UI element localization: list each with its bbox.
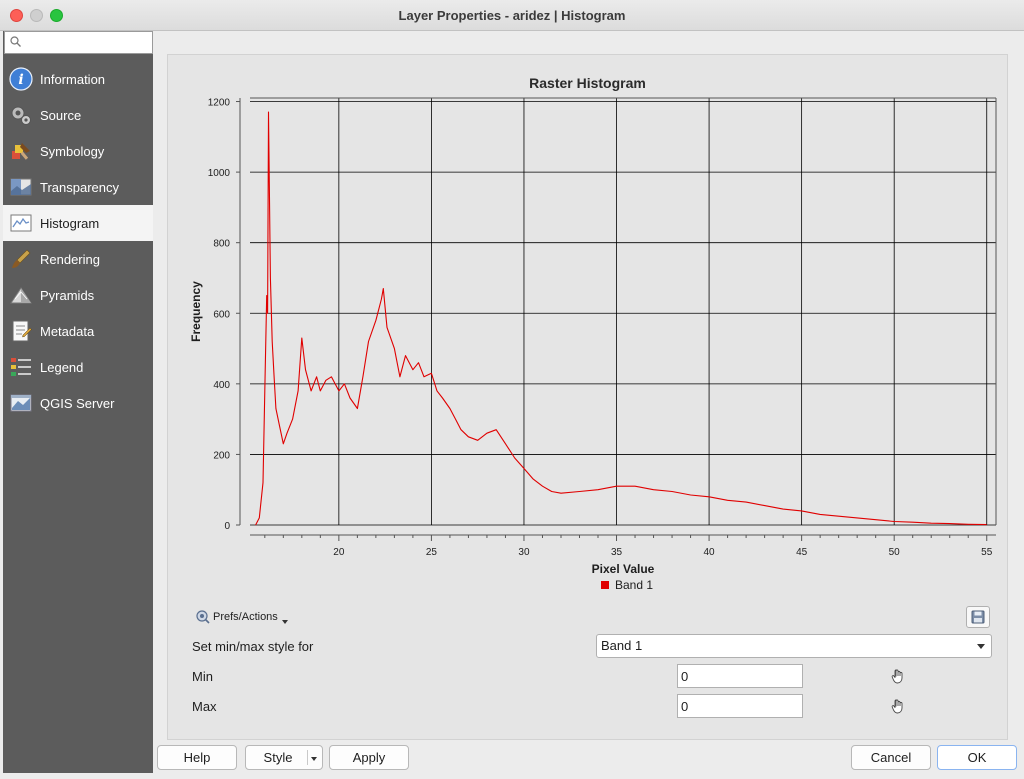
legend-icon: [8, 354, 34, 380]
sidebar-item-label: Metadata: [40, 323, 95, 339]
sidebar-item-label: Source: [40, 107, 82, 123]
prefs-actions-label: Prefs/Actions: [213, 611, 278, 623]
information-icon: i: [8, 66, 34, 92]
series-line-band-1: [255, 111, 987, 526]
y-tick-label: 800: [213, 239, 230, 250]
pyramids-icon: [8, 282, 34, 308]
title-bar: Layer Properties - aridez | Histogram: [0, 0, 1024, 31]
y-tick-label: 1000: [208, 168, 231, 179]
legend-label: Band 1: [615, 578, 653, 592]
sidebar-item-qgis-server[interactable]: QGIS Server: [3, 385, 153, 421]
save-icon: [971, 610, 985, 624]
chart-title: Raster Histogram: [529, 75, 646, 91]
maximize-window-button[interactable]: [50, 9, 63, 22]
histogram-icon: [8, 210, 34, 236]
sidebar-item-label: Transparency: [40, 179, 119, 195]
minimize-window-button[interactable]: [30, 9, 43, 22]
style-separator: [307, 750, 308, 765]
search-field[interactable]: [4, 31, 153, 54]
y-tick-label: 0: [224, 521, 230, 532]
sidebar-item-label: Pyramids: [40, 287, 95, 303]
y-tick-label: 400: [213, 380, 230, 391]
x-tick-label: 35: [611, 547, 623, 558]
metadata-icon: [8, 318, 34, 344]
transparency-icon: [8, 174, 34, 200]
y-tick-label: 200: [213, 450, 230, 461]
style-button[interactable]: Style: [245, 745, 323, 770]
close-window-button[interactable]: [10, 9, 23, 22]
chevron-down-icon: [977, 644, 985, 649]
sidebar-item-label: Information: [40, 71, 106, 87]
sidebar-nav: i Information Source Symbology Transparency H…: [3, 61, 153, 421]
help-button[interactable]: Help: [157, 745, 237, 770]
style-button-label: Style: [263, 750, 293, 765]
x-axis-label: Pixel Value: [592, 562, 655, 576]
sidebar-item-rendering[interactable]: Rendering: [3, 241, 153, 277]
sidebar-item-metadata[interactable]: Metadata: [3, 313, 153, 349]
prefs-dropdown-icon: [281, 620, 288, 624]
sidebar-item-legend[interactable]: Legend: [3, 349, 153, 385]
x-tick-label: 20: [333, 547, 345, 558]
histogram-chart: 0 200 400 600 800 1000 1200 20 25 30 35 40 45 50 55 Pix…: [189, 97, 997, 592]
sidebar-item-pyramids[interactable]: Pyramids: [3, 277, 153, 313]
band-select-value: Band 1: [601, 638, 643, 653]
window-title: Layer Properties - aridez | Histogram: [398, 8, 626, 23]
search-icon: [10, 36, 21, 47]
ok-button[interactable]: OK: [937, 745, 1017, 770]
save-histogram-button[interactable]: [966, 606, 990, 628]
x-tick-label: 50: [889, 547, 901, 558]
sidebar-item-information[interactable]: i Information: [3, 61, 153, 97]
x-tick-label: 40: [704, 547, 716, 558]
legend-swatch: [601, 581, 609, 589]
x-tick-label: 25: [426, 547, 438, 558]
band-select[interactable]: Band 1: [596, 634, 992, 658]
sidebar-item-histogram[interactable]: Histogram: [3, 205, 153, 241]
histogram-panel: Raster Histogram 0 200 400 600 800 1000 1200 20…: [167, 54, 1008, 740]
sidebar: i Information Source Symbology Transparency H…: [3, 31, 153, 773]
sidebar-item-transparency[interactable]: Transparency: [3, 169, 153, 205]
apply-button[interactable]: Apply: [329, 745, 409, 770]
plot-area: [250, 98, 996, 525]
max-input[interactable]: [677, 694, 803, 718]
sidebar-item-label: QGIS Server: [40, 395, 115, 411]
sidebar-item-symbology[interactable]: Symbology: [3, 133, 153, 169]
pick-max-hand-icon[interactable]: [891, 698, 905, 714]
qgis-server-icon: [8, 390, 34, 416]
x-tick-label: 45: [796, 547, 808, 558]
min-label: Min: [192, 669, 213, 684]
svg-text:i: i: [18, 72, 23, 88]
max-label: Max: [192, 699, 217, 714]
sidebar-item-label: Histogram: [40, 215, 100, 231]
source-icon: [8, 102, 34, 128]
pick-min-hand-icon[interactable]: [891, 668, 905, 684]
min-input[interactable]: [677, 664, 803, 688]
prefs-actions-button[interactable]: Prefs/Actions: [195, 609, 288, 625]
x-tick-label: 30: [518, 547, 530, 558]
rendering-icon: [8, 246, 34, 272]
y-tick-label: 1200: [208, 98, 231, 109]
x-tick-label: 55: [981, 547, 993, 558]
symbology-icon: [8, 138, 34, 164]
style-dropdown-icon: [311, 757, 317, 761]
sidebar-item-label: Rendering: [40, 251, 100, 267]
prefs-gear-icon: [196, 610, 210, 624]
sidebar-item-label: Legend: [40, 359, 84, 375]
y-tick-label: 600: [213, 309, 230, 320]
y-axis-label: Frequency: [189, 281, 203, 342]
sidebar-item-label: Symbology: [40, 143, 105, 159]
minmax-style-label: Set min/max style for: [192, 639, 314, 654]
sidebar-item-source[interactable]: Source: [3, 97, 153, 133]
cancel-button[interactable]: Cancel: [851, 745, 931, 770]
